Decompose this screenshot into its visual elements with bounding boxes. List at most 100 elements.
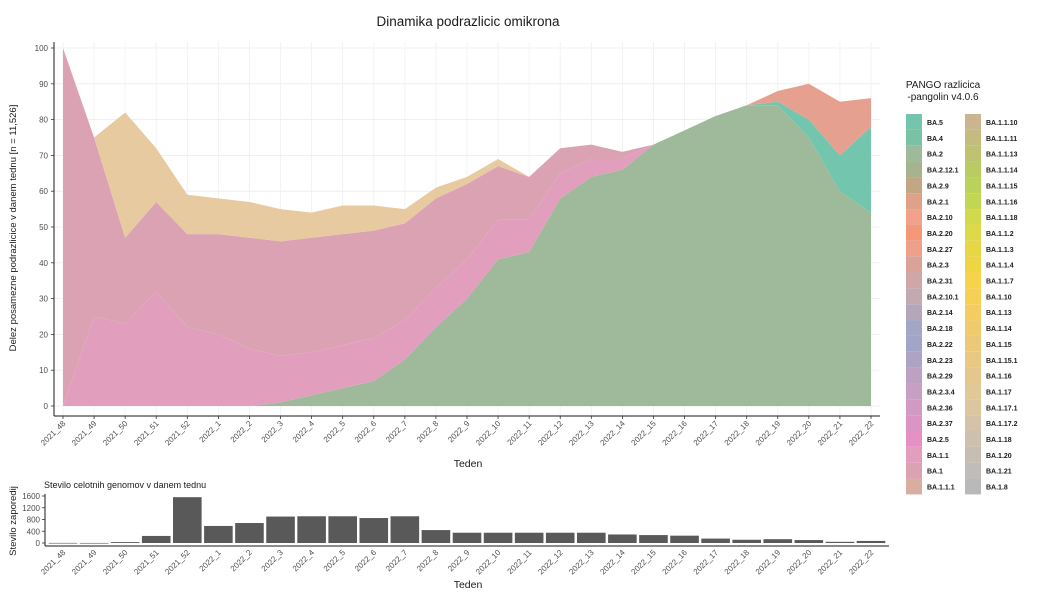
legend-label: BA.1.15	[986, 342, 1012, 349]
main-chart-title: Dinamika podrazlicic omikrona	[376, 14, 560, 29]
legend-swatch	[965, 129, 981, 146]
legend-swatch	[906, 256, 922, 273]
bar	[577, 532, 606, 543]
legend-swatch	[906, 351, 922, 368]
legend-label: BA.1.14	[986, 326, 1012, 333]
bar-x-tick-label: 2022_9	[446, 548, 472, 574]
bar-x-tick-label: 2022_21	[816, 548, 845, 577]
bar	[545, 532, 575, 543]
legend-label: BA.1.20	[986, 453, 1012, 460]
bar	[359, 518, 389, 543]
legend-swatch	[906, 114, 922, 130]
bar-x-tick-label: 2022_18	[723, 548, 752, 577]
legend-swatch	[965, 431, 981, 447]
bar-y-axis-label: Stevilo zaporedij	[8, 486, 19, 556]
x-tick-label: 2022_11	[506, 419, 534, 447]
bar	[483, 532, 513, 543]
x-tick-label: 2022_2	[229, 419, 255, 445]
legend-label: BA.2.20	[927, 231, 953, 238]
legend-label: BA.2.18	[927, 326, 953, 333]
legend-label: BA.2.10	[927, 215, 953, 222]
legend-swatch	[906, 288, 922, 305]
legend-swatch	[965, 209, 981, 225]
legend-swatch	[965, 415, 981, 431]
x-tick-label: 2021_48	[39, 419, 68, 448]
bar-x-tick-label: 2021_49	[70, 548, 99, 577]
bar	[173, 497, 202, 543]
legend-label: BA.2.3	[927, 263, 949, 270]
x-tick-label: 2022_4	[291, 419, 317, 445]
y-tick-label: 30	[39, 295, 48, 304]
bar	[514, 532, 544, 543]
legend-swatch	[965, 272, 981, 289]
legend-swatch	[965, 177, 981, 194]
y-tick-label: 80	[39, 116, 48, 125]
y-tick-label: 60	[39, 187, 48, 196]
x-tick-label: 2022_6	[353, 419, 379, 445]
bar-x-tick-label: 2022_20	[785, 548, 814, 577]
legend-swatch	[965, 145, 981, 162]
legend-label: BA.1.17	[986, 389, 1012, 396]
bar	[732, 539, 761, 543]
legend-swatch	[965, 478, 981, 495]
legend-swatch	[965, 193, 981, 210]
legend-label: BA.2.22	[927, 342, 953, 349]
legend-swatch	[965, 446, 981, 463]
bar-x-tick-label: 2022_12	[536, 548, 565, 577]
legend-swatch	[906, 335, 922, 352]
legend-label: BA.2.14	[927, 310, 953, 317]
legend-swatch	[906, 224, 922, 241]
legend-swatch	[965, 114, 981, 130]
bar	[79, 542, 109, 544]
bar-y-tick-label: 1600	[22, 492, 40, 501]
legend-label: BA.1.18	[986, 437, 1012, 444]
legend-swatch	[965, 256, 981, 273]
legend-label: BA.1.1.16	[986, 199, 1018, 206]
legend-label: BA.1.1.14	[986, 168, 1018, 175]
legend-swatch	[906, 209, 922, 225]
y-tick-label: 40	[39, 259, 48, 268]
legend-label: BA.1.1.7	[986, 279, 1014, 286]
legend-swatch	[906, 415, 922, 431]
x-tick-label: 2022_12	[536, 419, 565, 448]
x-tick-label: 2022_13	[567, 419, 596, 448]
legend-label: BA.1.13	[986, 310, 1012, 317]
y-tick-label: 10	[39, 366, 48, 375]
bar	[141, 535, 171, 543]
x-tick-label: 2022_7	[384, 419, 410, 445]
legend-label: BA.1.16	[986, 374, 1012, 381]
bar	[204, 525, 233, 543]
bar-y-tick-label: 800	[27, 516, 41, 525]
legend-swatch	[906, 161, 922, 178]
y-tick-label: 50	[39, 223, 48, 232]
bar	[763, 539, 793, 543]
legend-label: BA.1.1.1	[927, 485, 955, 492]
legend-swatch	[906, 446, 922, 463]
bar-y-tick-label: 1200	[22, 504, 40, 513]
bar-x-tick-label: 2022_16	[661, 548, 690, 577]
bar-y-tick-label: 0	[36, 539, 41, 548]
x-tick-label: 2022_9	[446, 419, 472, 445]
legend-swatch	[965, 161, 981, 178]
legend-label: BA.1.1.11	[986, 136, 1017, 143]
x-tick-label: 2022_1	[198, 419, 224, 445]
x-tick-label: 2022_15	[629, 419, 658, 448]
y-tick-label: 70	[39, 151, 48, 160]
main-x-axis-label: Teden	[454, 458, 483, 470]
bar-x-tick-label: 2022_10	[474, 548, 503, 577]
legend-label: BA.2.31	[927, 279, 953, 286]
x-tick-label: 2022_10	[474, 419, 503, 448]
bar-x-tick-label: 2022_19	[754, 548, 783, 577]
legend-label: BA.1.1	[927, 453, 949, 460]
bar-x-tick-label: 2021_51	[132, 548, 161, 577]
bar	[390, 516, 420, 543]
bar-x-tick-label: 2022_13	[567, 548, 596, 577]
legend-label: BA.2	[927, 152, 943, 159]
legend-label: BA.1.1.2	[986, 231, 1014, 238]
x-tick-label: 2022_17	[692, 419, 721, 448]
legend-label: BA.2.36	[927, 405, 953, 412]
legend-label: BA.1.10	[986, 294, 1012, 301]
x-tick-label: 2021_52	[163, 419, 192, 448]
